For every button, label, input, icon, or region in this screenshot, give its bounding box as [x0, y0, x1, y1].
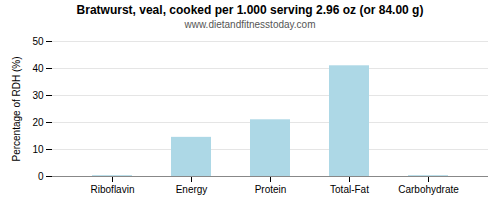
html-text:Bratwurst, veal, cooked per 1.: Bratwurst, veal, cooked per 1.000 servin… [76, 3, 424, 17]
svg-text:Protein: Protein [255, 184, 287, 195]
svg-text:Riboflavin: Riboflavin [91, 184, 135, 195]
svg-text:Carbohydrate: Carbohydrate [398, 184, 459, 195]
svg-text:10: 10 [32, 144, 44, 155]
svg-text:30: 30 [32, 90, 44, 101]
svg-text:40: 40 [32, 63, 44, 74]
svg-text:20: 20 [32, 117, 44, 128]
svg-text:Total-Fat: Total-Fat [330, 184, 369, 195]
svg-text:50: 50 [32, 36, 44, 47]
svg-text:0: 0 [38, 171, 44, 182]
html-text:www.dietandfitnesstoday.com: www.dietandfitnesstoday.com [184, 19, 316, 30]
svg-text:Energy: Energy [176, 184, 208, 195]
svg-text:Percentage of RDH (%): Percentage of RDH (%) [11, 56, 22, 161]
